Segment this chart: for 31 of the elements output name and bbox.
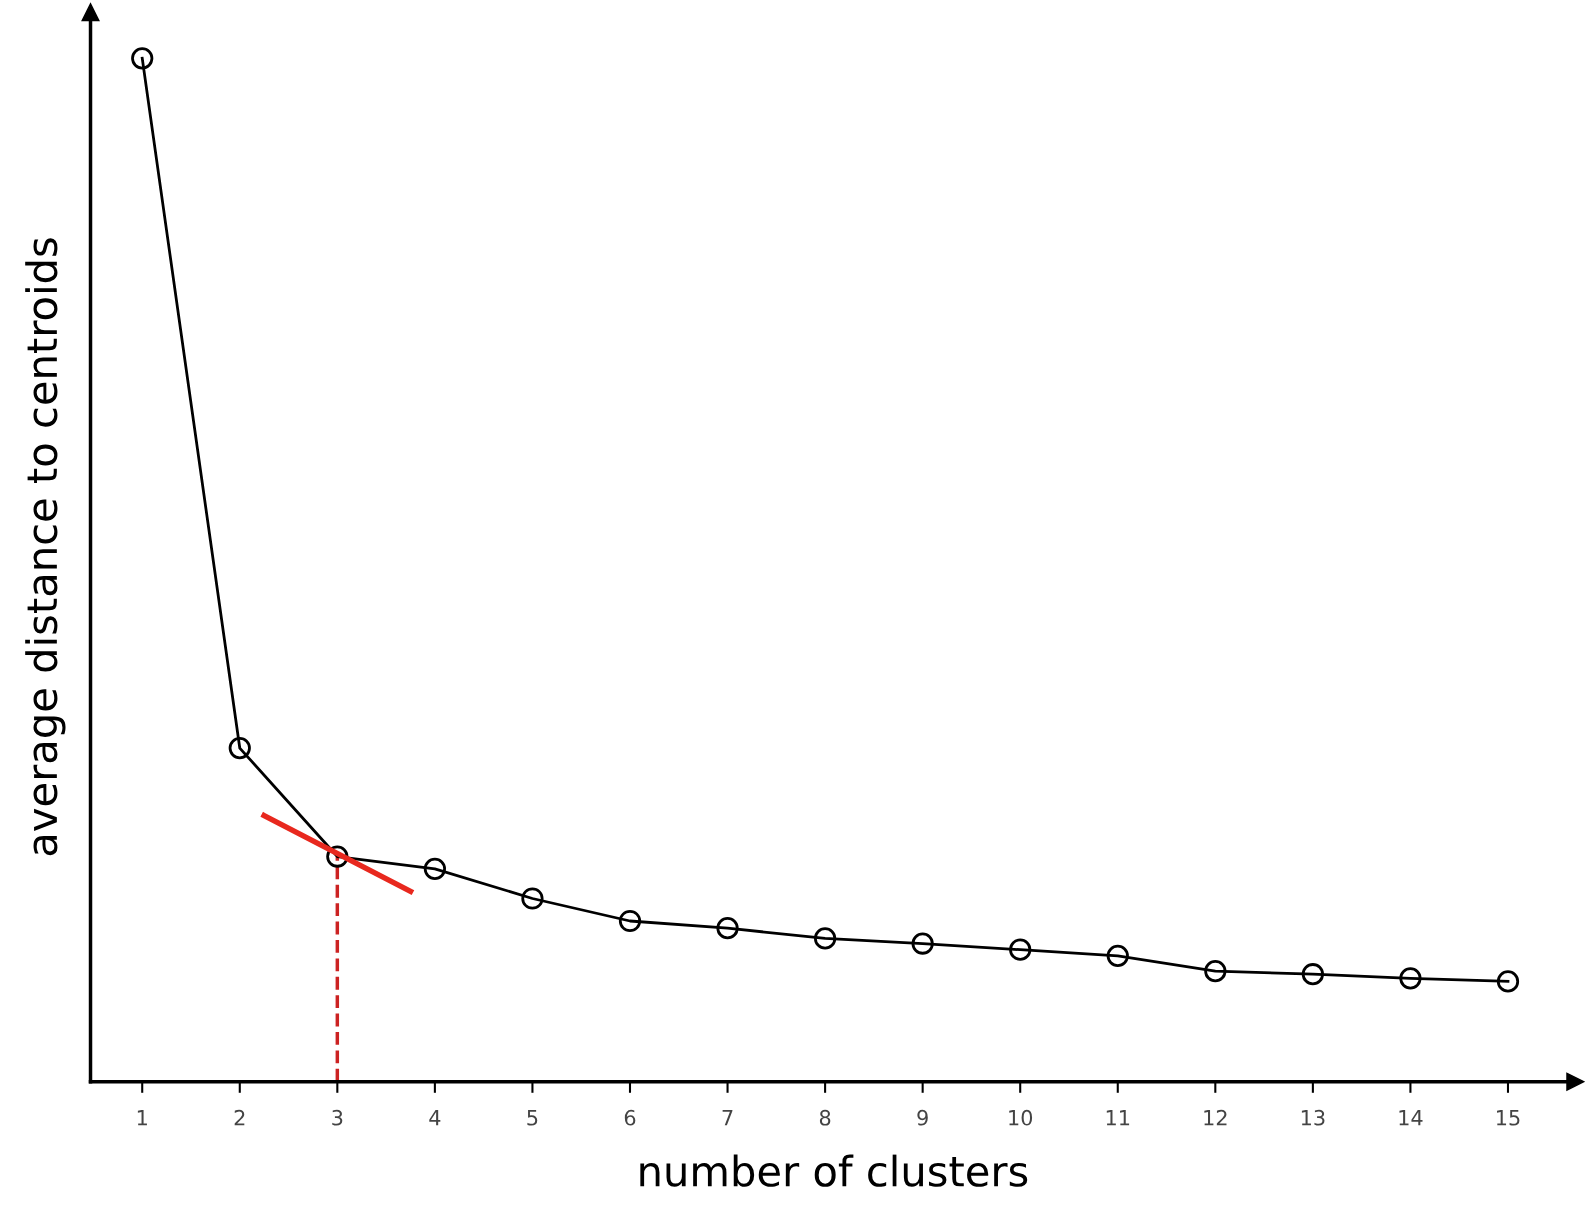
x-tick-label: 7 [722,1110,733,1126]
x-tick-label: 14 [1399,1110,1423,1126]
x-tick-label: 13 [1301,1109,1325,1126]
point [131,47,154,70]
point [911,932,934,955]
x-tick-label: 9 [917,1109,928,1126]
x-axis-title: number of clusters [640,1154,1028,1187]
point [1301,963,1324,986]
point [813,927,837,950]
point [1009,938,1032,961]
x-tick-label: 6 [624,1109,636,1126]
y-axis-title: average distance to centroids [25,238,66,856]
point [618,909,642,933]
point [1106,944,1129,967]
point [1204,960,1227,983]
x-tick-label: 12 [1204,1109,1227,1126]
x-tick-label: 2 [234,1109,245,1126]
point [1399,967,1422,990]
x-tick-label: 5 [527,1110,538,1126]
x-tick-label: 10 [1009,1109,1033,1126]
point [716,917,739,940]
point [1496,970,1520,993]
x-tick-label: 15 [1497,1110,1520,1126]
point [423,857,446,880]
x-tick-label: 11 [1106,1110,1130,1126]
point [521,887,544,910]
point [228,736,251,760]
x-tick-label: 8 [819,1109,831,1126]
x-tick-label: 3 [332,1109,343,1126]
x-tick-label: 4 [429,1110,441,1126]
x-tick-label: 1 [137,1110,147,1126]
